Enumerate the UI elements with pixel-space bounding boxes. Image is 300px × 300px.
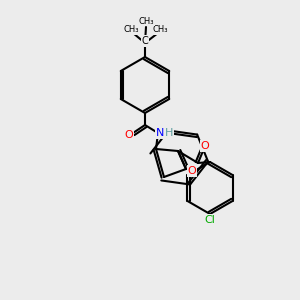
Text: CH₃: CH₃ <box>152 26 168 34</box>
Text: O: O <box>201 141 209 151</box>
Text: H: H <box>165 128 173 138</box>
Text: Cl: Cl <box>205 215 215 225</box>
Text: N: N <box>156 128 164 138</box>
Text: CH₃: CH₃ <box>138 16 154 26</box>
Text: O: O <box>188 166 196 176</box>
Text: CH₃: CH₃ <box>123 26 139 34</box>
Text: O: O <box>124 130 134 140</box>
Text: C: C <box>142 36 148 46</box>
